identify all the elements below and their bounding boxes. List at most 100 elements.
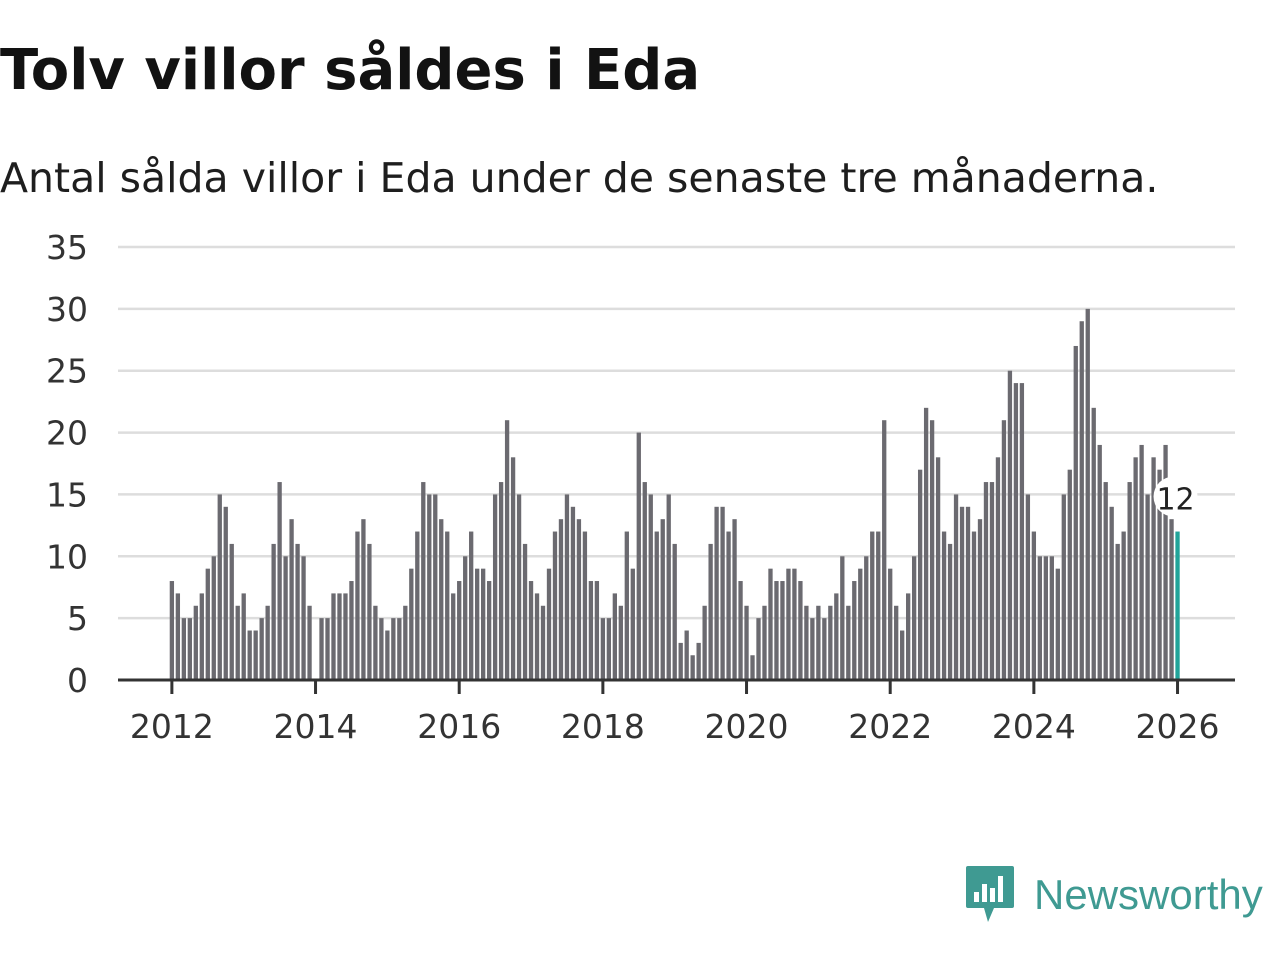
bar xyxy=(546,568,552,680)
y-tick-label: 25 xyxy=(46,352,88,391)
bar xyxy=(516,494,522,680)
bar xyxy=(959,506,965,680)
bar xyxy=(989,482,995,680)
y-tick-label: 30 xyxy=(46,290,88,329)
bar xyxy=(295,543,300,680)
bar xyxy=(241,593,246,680)
newsworthy-logo-icon xyxy=(966,866,1014,922)
bar xyxy=(953,494,959,680)
bar xyxy=(1121,531,1126,680)
bar xyxy=(636,432,641,680)
bar xyxy=(594,581,600,680)
bar xyxy=(792,568,797,680)
bar xyxy=(205,568,210,680)
bar xyxy=(558,519,564,680)
bar xyxy=(702,605,707,680)
bar xyxy=(540,605,546,680)
bar xyxy=(307,605,312,680)
bar xyxy=(427,494,432,680)
bar xyxy=(876,531,881,680)
bar xyxy=(810,618,815,680)
bar xyxy=(690,655,695,680)
bar xyxy=(798,581,803,680)
bar xyxy=(732,519,737,680)
bar xyxy=(1109,506,1114,680)
bar xyxy=(983,482,989,680)
bar xyxy=(211,556,216,680)
bar xyxy=(217,494,222,680)
bar xyxy=(762,605,767,680)
bar xyxy=(229,543,234,680)
bars xyxy=(169,308,1180,680)
bar xyxy=(175,593,181,680)
bar xyxy=(439,519,444,680)
bar xyxy=(588,581,594,680)
bar xyxy=(373,605,378,680)
bar xyxy=(457,581,462,680)
bar xyxy=(822,618,827,680)
bar xyxy=(265,605,270,680)
bar xyxy=(780,581,785,680)
bar xyxy=(522,543,528,680)
bar xyxy=(576,519,582,680)
y-tick-label: 5 xyxy=(67,599,88,638)
bar xyxy=(349,581,354,680)
x-tick-label: 2014 xyxy=(274,707,358,746)
bar xyxy=(720,506,725,680)
bar xyxy=(1025,494,1031,680)
bar xyxy=(935,457,941,680)
bar xyxy=(906,593,911,680)
x-tick-label: 2022 xyxy=(848,707,932,746)
bar xyxy=(451,593,456,680)
bar xyxy=(1139,444,1144,680)
last-value-annotation: 12 xyxy=(1153,476,1198,518)
bar xyxy=(696,642,701,680)
bar xyxy=(816,605,821,680)
bar xyxy=(911,556,917,680)
x-tick-label: 2020 xyxy=(705,707,789,746)
data-label-halo xyxy=(1153,476,1198,517)
x-axis-ticks: 2012 2014 2016 2018 2020 2022 2024 2026 xyxy=(130,680,1220,746)
y-tick-label: 10 xyxy=(46,537,88,576)
bar xyxy=(1127,482,1132,680)
bar xyxy=(929,420,935,680)
bar xyxy=(331,593,336,680)
bar xyxy=(1043,556,1048,680)
bar xyxy=(834,593,839,680)
bar xyxy=(1085,308,1090,680)
bar xyxy=(768,568,773,680)
bar xyxy=(319,618,324,680)
bar xyxy=(534,593,540,680)
chart-title: Tolv villor såldes i Eda xyxy=(0,38,701,103)
bar xyxy=(1079,321,1084,680)
x-tick-label: 2012 xyxy=(130,707,214,746)
bar xyxy=(498,482,504,680)
bar xyxy=(582,531,588,680)
bar xyxy=(253,630,258,680)
bar xyxy=(630,568,635,680)
bar xyxy=(1073,345,1078,680)
bar xyxy=(941,531,947,680)
bar xyxy=(271,543,276,680)
bar xyxy=(301,556,306,680)
x-tick-label: 2026 xyxy=(1136,707,1220,746)
y-axis-ticks: 0 5 10 15 20 25 30 35 xyxy=(46,228,88,700)
bar xyxy=(415,531,420,680)
brand-logo: Newsworthy xyxy=(964,864,1263,926)
bar xyxy=(289,519,294,680)
bar xyxy=(259,618,264,680)
x-tick-label: 2016 xyxy=(417,707,501,746)
bar xyxy=(714,506,719,680)
chart-subtitle: Antal sålda villor i Eda under de senast… xyxy=(0,154,1159,202)
bar xyxy=(1067,469,1072,680)
bar xyxy=(648,494,653,680)
bar xyxy=(1013,383,1019,680)
bar xyxy=(738,581,743,680)
bar xyxy=(433,494,438,680)
bar xyxy=(337,593,342,680)
bar xyxy=(600,618,606,680)
bar xyxy=(247,630,252,680)
last-value-label: 12 xyxy=(1156,483,1194,518)
bar xyxy=(235,605,240,680)
x-tick-label: 2024 xyxy=(992,707,1076,746)
